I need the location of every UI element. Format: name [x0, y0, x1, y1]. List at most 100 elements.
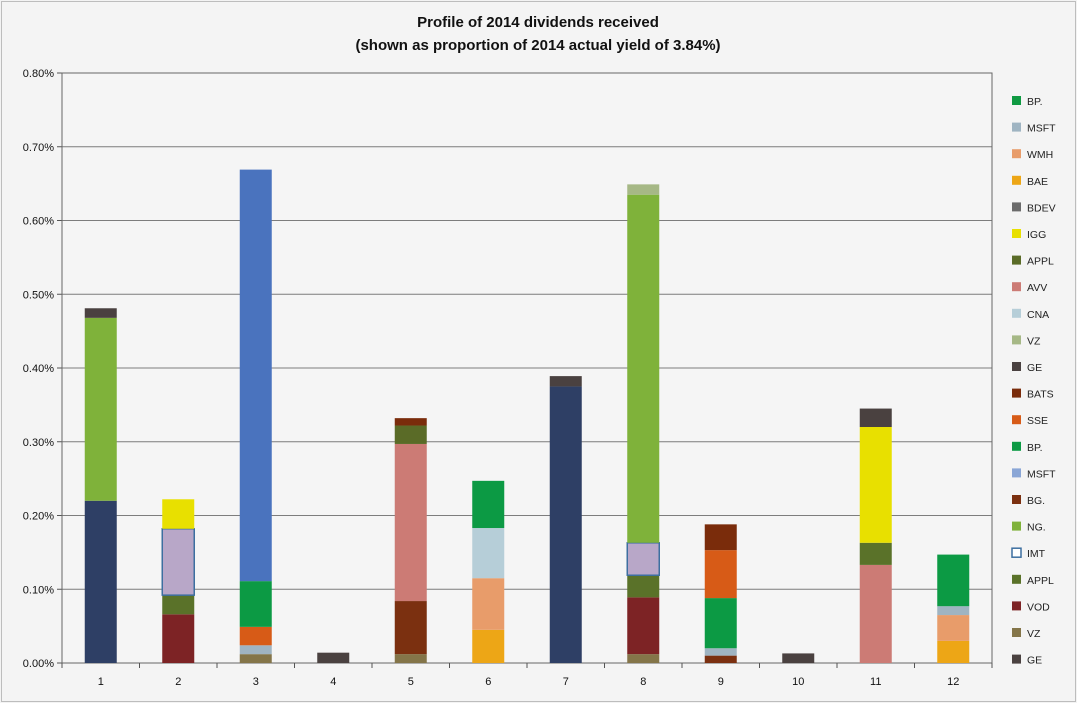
- legend-label: SSE: [1027, 415, 1048, 427]
- legend-label: VOD: [1027, 601, 1050, 613]
- bar-segment: [472, 480, 505, 529]
- legend-swatch: [1012, 521, 1021, 531]
- bar-segment: [394, 418, 427, 426]
- legend-swatch: [1012, 574, 1021, 584]
- bar-segment: [84, 317, 117, 501]
- bar-segment: [549, 376, 582, 387]
- legend-swatch: [1012, 335, 1021, 345]
- legend-label: BG.: [1027, 495, 1045, 507]
- legend-swatch: [1012, 388, 1021, 398]
- legend-swatch: [1012, 202, 1021, 212]
- legend-label: IGG: [1027, 229, 1046, 241]
- bar-segment: [162, 595, 195, 615]
- bar-segment: [937, 606, 970, 616]
- y-tick-label: 0.50%: [23, 289, 54, 301]
- legend-label: BDEV: [1027, 202, 1056, 214]
- legend-swatch: [1012, 362, 1021, 371]
- x-tick-label: 1: [98, 676, 104, 688]
- bar-segment: [627, 575, 660, 598]
- y-axis-ticks: 0.00% 0.10% 0.20% 0.30% 0.40% 0.50% 0.60% 0.70%…: [23, 68, 54, 670]
- bar-segment: [84, 500, 117, 663]
- legend-swatch: [1012, 96, 1021, 105]
- bar-segment: [704, 524, 737, 551]
- legend-label: APPL: [1027, 575, 1054, 587]
- bar-segment: [627, 654, 660, 663]
- legend-swatch: [1012, 229, 1021, 238]
- bar-segment: [549, 386, 582, 663]
- x-tick-label: 8: [640, 676, 646, 688]
- x-tick-label: 6: [485, 676, 491, 688]
- legend-label: BP.: [1027, 96, 1043, 108]
- legend-swatch: [1012, 601, 1021, 611]
- bar-segment: [317, 652, 350, 663]
- y-tick-label: 0.10%: [23, 584, 54, 596]
- bar-segment: [239, 654, 272, 663]
- x-tick-label: 4: [330, 676, 336, 688]
- bar-segment: [472, 528, 505, 579]
- bar-segment: [394, 654, 427, 663]
- bar-segment: [239, 645, 272, 655]
- legend-swatch: [1012, 175, 1021, 185]
- bar-segment: [782, 653, 815, 663]
- x-tick-label: 10: [792, 676, 804, 688]
- bar-segment: [472, 629, 505, 663]
- legend-swatch: [1012, 495, 1021, 504]
- chart-subtitle: (shown as proportion of 2014 actual yiel…: [355, 37, 720, 54]
- legend-swatch: [1012, 415, 1021, 425]
- x-tick-label: 2: [175, 676, 181, 688]
- legend-label: BATS: [1027, 389, 1054, 401]
- legend-label: BAE: [1027, 176, 1048, 188]
- x-tick-label: 12: [947, 676, 959, 688]
- bar-segment: [859, 427, 892, 543]
- bar-segment: [937, 615, 970, 641]
- bar-segment: [239, 626, 272, 646]
- y-tick-label: 0.40%: [23, 363, 54, 375]
- legend-label: GE: [1027, 362, 1042, 374]
- legend-swatch: [1012, 149, 1021, 159]
- bar-segment: [704, 648, 737, 656]
- x-axis-ticks: 1 2 3 4 5 6 7 8 9 10 11 12: [61, 663, 993, 688]
- x-tick-label: 3: [253, 676, 259, 688]
- legend-label: WMH: [1027, 149, 1053, 161]
- bar-segment: [937, 640, 970, 663]
- legend-swatch: [1012, 468, 1021, 478]
- legend-label: APPL: [1027, 256, 1054, 268]
- y-tick-label: 0.20%: [23, 511, 54, 523]
- legend-swatch: [1012, 308, 1021, 318]
- bar-segment: [704, 598, 737, 649]
- legend: BP. MSFT WMH BAE BDEV IGG APPL AVV CNA VZ GE BATS SS…: [1011, 96, 1056, 667]
- x-tick-label: 9: [718, 676, 724, 688]
- bar-segment: [704, 655, 737, 663]
- bar-segment: [627, 184, 660, 195]
- legend-swatch: [1012, 441, 1021, 451]
- bar-segment: [162, 499, 195, 529]
- bar-segment: [239, 581, 272, 627]
- legend-swatch: [1012, 628, 1021, 637]
- y-tick-label: 0.70%: [23, 142, 54, 154]
- bar-segment: [859, 542, 892, 565]
- bar-segment: [394, 425, 427, 444]
- legend-label: IMT: [1027, 548, 1046, 560]
- legend-swatch: [1012, 255, 1021, 265]
- bar-segment: [626, 542, 660, 576]
- bar-segment: [394, 443, 427, 602]
- bar-segment: [937, 554, 970, 607]
- legend-swatch: [1011, 547, 1022, 558]
- bar-segment: [627, 194, 660, 543]
- legend-label: CNA: [1027, 309, 1049, 321]
- bar-segment: [84, 308, 117, 318]
- bar-segment: [161, 528, 195, 596]
- bars: [84, 169, 970, 663]
- y-tick-label: 0.60%: [23, 216, 54, 228]
- x-tick-label: 5: [408, 676, 414, 688]
- bar-segment: [859, 564, 892, 663]
- y-tick-label: 0.80%: [23, 68, 54, 80]
- legend-label: NG.: [1027, 522, 1046, 534]
- legend-label: GE: [1027, 655, 1042, 667]
- bar-segment: [472, 578, 505, 630]
- chart-title: Profile of 2014 dividends received: [417, 14, 659, 31]
- x-tick-label: 7: [563, 676, 569, 688]
- bar-segment: [704, 550, 737, 599]
- legend-label: BP.: [1027, 442, 1043, 454]
